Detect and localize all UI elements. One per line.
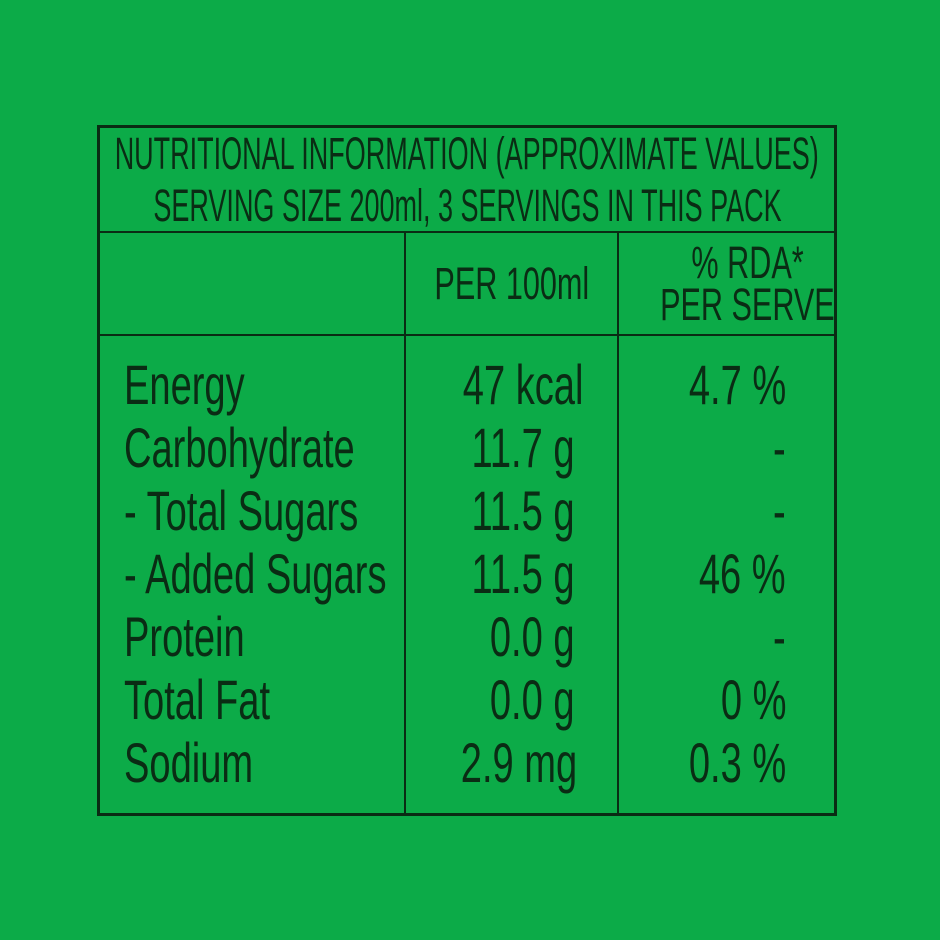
table-body: Energy Carbohydrate - Total Sugars - Add… — [100, 336, 834, 813]
rda-value: 46 % — [699, 542, 786, 605]
per-100ml-value: 0.0 g — [490, 668, 575, 731]
nutrient-name: Carbohydrate — [124, 416, 355, 479]
per-100ml-value: 11.5 g — [471, 542, 575, 605]
per-100ml-value: 11.5 g — [471, 479, 575, 542]
rda-per-serve-column: 4.7 % - - 46 % - 0 % 0.3 % — [619, 336, 834, 813]
rda-value: 0 % — [720, 668, 786, 731]
table-title-line2-text: SERVING SIZE 200ml, 3 SERVINGS IN THIS P… — [152, 179, 782, 231]
rda-value: 4.7 % — [688, 353, 786, 416]
per-100ml-column: 47 kcal 11.7 g 11.5 g 11.5 g 0.0 g 0.0 g… — [406, 336, 619, 813]
column-header-per-100ml: PER 100ml — [406, 233, 619, 334]
rda-value: - — [773, 605, 786, 668]
table-title-line2: SERVING SIZE 200ml, 3 SERVINGS IN THIS P… — [0, 180, 940, 232]
table-title: NUTRITIONAL INFORMATION (APPROXIMATE VAL… — [100, 128, 834, 233]
rda-value: - — [773, 416, 786, 479]
column-header-rda-line2: PER SERVE — [660, 278, 835, 330]
per-100ml-value: 11.7 g — [471, 416, 575, 479]
table-title-line1-text: NUTRITIONAL INFORMATION (APPROXIMATE VAL… — [114, 127, 820, 179]
column-header-nutrient-empty — [100, 233, 406, 334]
per-100ml-value: 47 kcal — [462, 353, 584, 416]
column-header-rda-per-serve: % RDA* PER SERVE — [619, 233, 876, 334]
nutrient-name-column: Energy Carbohydrate - Total Sugars - Add… — [100, 336, 406, 813]
column-header-rda-line1: % RDA* — [691, 236, 804, 288]
per-100ml-value: 0.0 g — [490, 605, 575, 668]
column-header-row: PER 100ml % RDA* PER SERVE — [100, 233, 835, 336]
rda-value: - — [773, 479, 786, 542]
nutrient-name: Total Fat — [124, 668, 271, 731]
nutrient-name: Sodium — [124, 731, 254, 794]
nutrient-name: Energy — [124, 353, 245, 416]
rda-value: 0.3 % — [688, 731, 786, 794]
nutrient-name: Protein — [124, 605, 245, 668]
nutrition-table: NUTRITIONAL INFORMATION (APPROXIMATE VAL… — [97, 125, 837, 816]
per-100ml-value: 2.9 mg — [460, 731, 578, 794]
nutrient-name: - Total Sugars — [124, 479, 359, 542]
nutrient-name: - Added Sugars — [124, 542, 387, 605]
table-title-line1: NUTRITIONAL INFORMATION (APPROXIMATE VAL… — [0, 128, 940, 180]
